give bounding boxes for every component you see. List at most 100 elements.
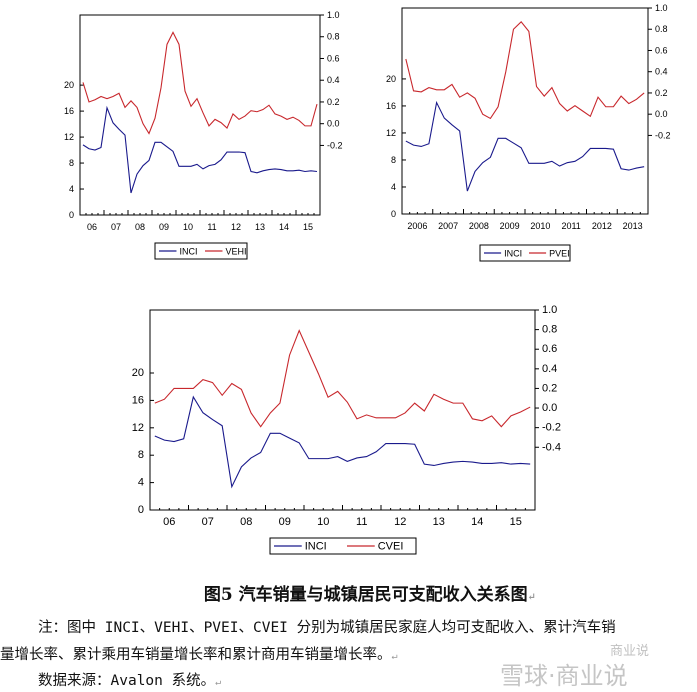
- source-line: 数据来源：Avalon 系统。↵: [38, 669, 221, 690]
- left-tick-label: 12: [64, 132, 74, 142]
- left-tick-label: 20: [132, 367, 144, 379]
- legend-label-vehi: VEHI: [225, 247, 246, 257]
- x-tick-label: 10: [317, 516, 329, 528]
- right-tick-label: 0.4: [327, 75, 340, 85]
- right-tick-label: -0.2: [655, 130, 671, 140]
- x-tick-label: 10: [183, 222, 193, 232]
- left-tick-label: 0: [69, 210, 74, 220]
- legend: INCI PVEI: [479, 244, 571, 262]
- legend-label-cvei: CVEI: [378, 541, 404, 553]
- right-tick-label: 0.8: [542, 324, 557, 336]
- right-tick-label: 1.0: [542, 304, 557, 316]
- legend-label-pvei: PVEI: [549, 249, 570, 259]
- right-tick-label: 0.2: [327, 97, 340, 107]
- x-tick-label: 2006: [407, 221, 427, 231]
- x-tick-label: 07: [111, 222, 121, 232]
- figure-caption: 图5 汽车销量与城镇居民可支配收入关系图↵: [0, 580, 697, 605]
- plot-frame: [401, 7, 649, 215]
- left-tick-label: 8: [69, 158, 74, 168]
- right-tick-label: 0.0: [327, 119, 340, 129]
- note-line-2: 量增长率、累计乘用车销量增长率和累计商用车销量增长率。↵: [0, 643, 398, 664]
- watermark-logo: 雪球·商业说: [500, 662, 628, 690]
- note-line-1: 注：图中 INCI、VEHI、PVEI、CVEI 分别为城镇居民家庭人均可支配收…: [38, 616, 616, 637]
- legend: INCI VEHI: [154, 242, 248, 260]
- right-tick-label: -0.2: [542, 422, 561, 434]
- x-tick-label: 12: [394, 516, 406, 528]
- legend: INCI CVEI: [269, 537, 417, 555]
- right-tick-label: 0.8: [327, 32, 340, 42]
- right-tick-label: 0.6: [542, 343, 557, 355]
- source-text: 数据来源：Avalon 系统。: [38, 673, 216, 689]
- left-tick-label: 4: [391, 182, 396, 192]
- left-tick-label: 12: [132, 422, 144, 434]
- x-tick-label: 09: [279, 516, 291, 528]
- x-tick-label: 08: [240, 516, 252, 528]
- x-tick-label: 07: [202, 516, 214, 528]
- chart-2: 0 4 8 12 16 20 -0.2 0.0 0.2 0.4 0.6 0.8 1.0 2006 2007 2…: [386, 3, 671, 262]
- x-tick-label: 08: [135, 222, 145, 232]
- series-line-vehi: [82, 31, 318, 135]
- legend-box: [479, 244, 571, 262]
- plot-frame: [149, 309, 536, 511]
- x-tick-label: 2008: [469, 221, 489, 231]
- series-line-inci: [405, 100, 645, 192]
- watermark-small: 商业说: [610, 644, 650, 659]
- caption-text: 图5 汽车销量与城镇居民可支配收入关系图: [203, 585, 528, 605]
- x-tick-label: 12: [231, 222, 241, 232]
- paragraph-mark: ↵: [215, 677, 222, 688]
- paragraph-mark: ↵: [391, 651, 398, 662]
- left-tick-label: 0: [138, 504, 144, 516]
- right-tick-label: -0.4: [542, 441, 561, 453]
- right-tick-label: 0.6: [655, 45, 668, 55]
- right-tick-label: 0.4: [542, 363, 557, 375]
- x-tick-label: 06: [87, 222, 97, 232]
- left-tick-label: 8: [391, 155, 396, 165]
- chart-1: 0 4 8 12 16 20 -0.2 0.0 0.2 0.4 0.6 0.8 1.0 06 07 08 09 1…: [64, 10, 343, 260]
- x-tick-label: 13: [255, 222, 265, 232]
- left-tick-label: 0: [391, 209, 396, 219]
- note-text-1: 注：图中 INCI、VEHI、PVEI、CVEI 分别为城镇居民家庭人均可支配收…: [38, 620, 616, 636]
- x-tick-label: 2013: [623, 221, 643, 231]
- left-tick-label: 16: [386, 101, 396, 111]
- x-tick-label: 15: [303, 222, 313, 232]
- series-line-cvei: [154, 329, 531, 428]
- x-tick-label: 2011: [561, 221, 580, 231]
- paragraph-mark: ↵: [527, 592, 537, 603]
- legend-box: [154, 242, 248, 260]
- right-tick-label: 1.0: [655, 3, 668, 13]
- x-tick-label: 13: [433, 516, 445, 528]
- left-tick-label: 4: [138, 477, 144, 489]
- x-tick-label: 14: [471, 516, 483, 528]
- x-tick-label: 2012: [592, 221, 612, 231]
- plot-frame: [79, 14, 321, 216]
- right-tick-label: 0.6: [327, 53, 340, 63]
- right-tick-label: 0.2: [542, 382, 557, 394]
- left-tick-label: 16: [132, 394, 144, 406]
- right-tick-label: 0.8: [655, 24, 668, 34]
- left-tick-label: 20: [386, 74, 396, 84]
- right-tick-label: -0.2: [327, 140, 343, 150]
- x-tick-label: 11: [207, 222, 216, 232]
- x-tick-label: 2009: [500, 221, 520, 231]
- x-tick-label: 2010: [530, 221, 550, 231]
- x-tick-label: 09: [159, 222, 169, 232]
- left-tick-label: 4: [69, 184, 74, 194]
- series-line-pvei: [405, 20, 645, 120]
- series-line-inci: [154, 395, 531, 489]
- x-tick-label: 11: [356, 516, 367, 528]
- right-tick-label: 0.2: [655, 88, 668, 98]
- note-text-2: 量增长率、累计乘用车销量增长率和累计商用车销量增长率。: [0, 647, 392, 663]
- legend-box: [269, 537, 417, 555]
- legend-label-inci: INCI: [179, 247, 197, 257]
- left-tick-label: 16: [64, 106, 74, 116]
- right-tick-label: 1.0: [327, 10, 340, 20]
- legend-label-inci: INCI: [504, 249, 522, 259]
- legend-label-inci: INCI: [305, 541, 327, 553]
- x-tick-label: 06: [163, 516, 175, 528]
- series-line-inci: [82, 105, 318, 194]
- x-tick-label: 14: [279, 222, 289, 232]
- right-tick-label: 0.0: [655, 109, 668, 119]
- x-tick-label: 15: [510, 516, 522, 528]
- right-tick-label: 0.4: [655, 67, 668, 77]
